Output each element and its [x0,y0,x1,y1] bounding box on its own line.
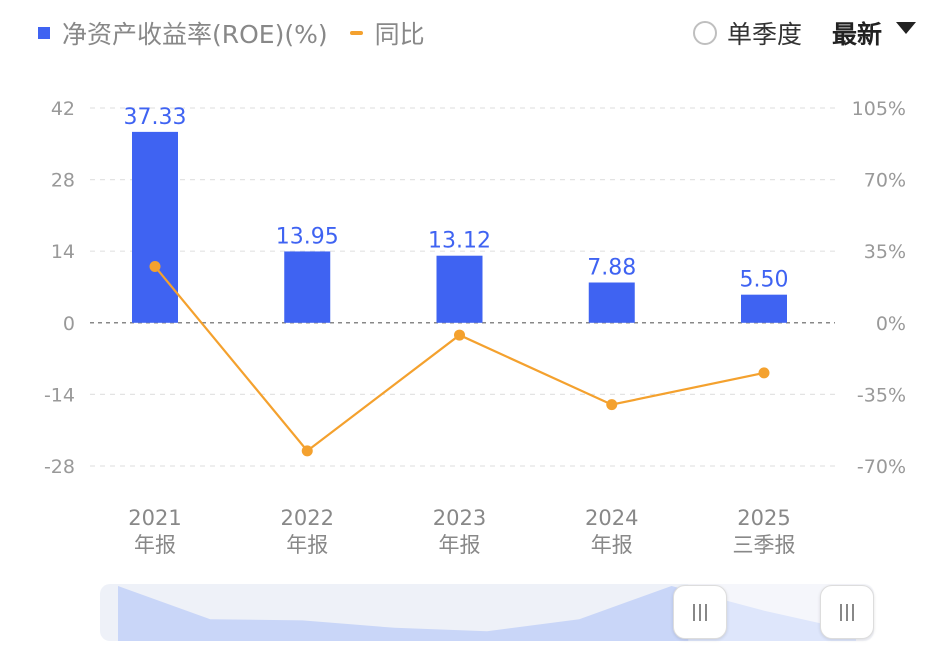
legend-roe-label: 净资产收益率(ROE)(%) [62,20,328,49]
chart-controls: 单季度 最新 [692,14,916,52]
x-tick-sublabel: 年报 [286,533,328,557]
single-quarter-label[interactable]: 单季度 [726,20,802,49]
caret-down-icon[interactable] [896,22,916,34]
x-tick-label: 2025 [737,506,790,530]
grip-icon [840,603,854,621]
bar [588,282,635,323]
grip-icon [693,603,708,621]
y-left-tick-label: 28 [51,170,75,192]
y-right-tick-label: -35% [857,384,906,406]
y-right-tick-label: 105% [852,98,906,120]
legend-item-roe[interactable]: 净资产收益率(ROE)(%) [38,15,328,51]
bar [741,294,787,323]
chart-legend: 净资产收益率(ROE)(%) 同比 [38,14,447,52]
y-left-tick-label: -28 [44,456,75,478]
bar [132,131,178,323]
yoy-point [606,399,618,411]
line-swatch-icon [349,31,363,35]
slider-left-handle[interactable] [673,585,728,639]
yoy-point [454,329,465,341]
x-tick-sublabel: 年报 [439,533,481,557]
y-left-tick-label: 0 [63,313,75,335]
y-right-tick-label: 0% [876,313,906,335]
legend-item-yoy[interactable]: 同比 [349,15,425,51]
overview-chart [100,584,874,641]
bar-value-label: 7.88 [587,255,636,280]
x-tick-label: 2024 [585,506,638,530]
y-right-tick-label: 35% [864,241,906,263]
bar-swatch-icon [38,27,50,39]
yoy-point [758,367,770,379]
roe-chart: 42 28 14 0 -14 -28 105% 70% 35% 0% -35% -70% 37.33 1… [44,98,906,557]
slider-right-handle[interactable] [820,585,874,639]
range-slider[interactable] [100,584,874,641]
sort-select-label[interactable]: 最新 [831,20,882,49]
y-left-tick-label: -14 [44,384,75,406]
bar-value-label: 37.33 [124,105,187,130]
label-layer: 37.33 13.95 13.12 7.88 5.50 2021 年报 2022 年报 2023 年… [124,105,796,557]
overview-area [118,586,856,641]
bar-value-label: 5.50 [740,268,789,293]
yoy-point [301,445,313,457]
single-quarter-radio[interactable] [692,21,717,45]
bar-value-label: 13.12 [428,229,491,254]
bar [284,251,331,323]
bar-layer [132,131,787,323]
y-right-tick-label: 70% [864,170,906,192]
legend-yoy-label: 同比 [374,20,425,49]
y-right-tick-label: -70% [857,456,906,478]
grid-layer: 42 28 14 0 -14 -28 105% 70% 35% 0% -35% -70% [44,98,906,478]
x-tick-sublabel: 三季报 [733,533,796,557]
x-tick-label: 2022 [281,506,334,530]
x-tick-sublabel: 年报 [591,533,633,557]
x-tick-label: 2021 [128,506,181,530]
y-left-tick-label: 14 [51,241,75,263]
x-tick-label: 2023 [433,506,486,530]
yoy-line-layer [149,261,770,457]
yoy-point [149,261,161,273]
y-left-tick-label: 42 [51,98,75,120]
x-tick-sublabel: 年报 [134,533,176,557]
bar-value-label: 13.95 [276,224,339,249]
bar [436,255,483,323]
